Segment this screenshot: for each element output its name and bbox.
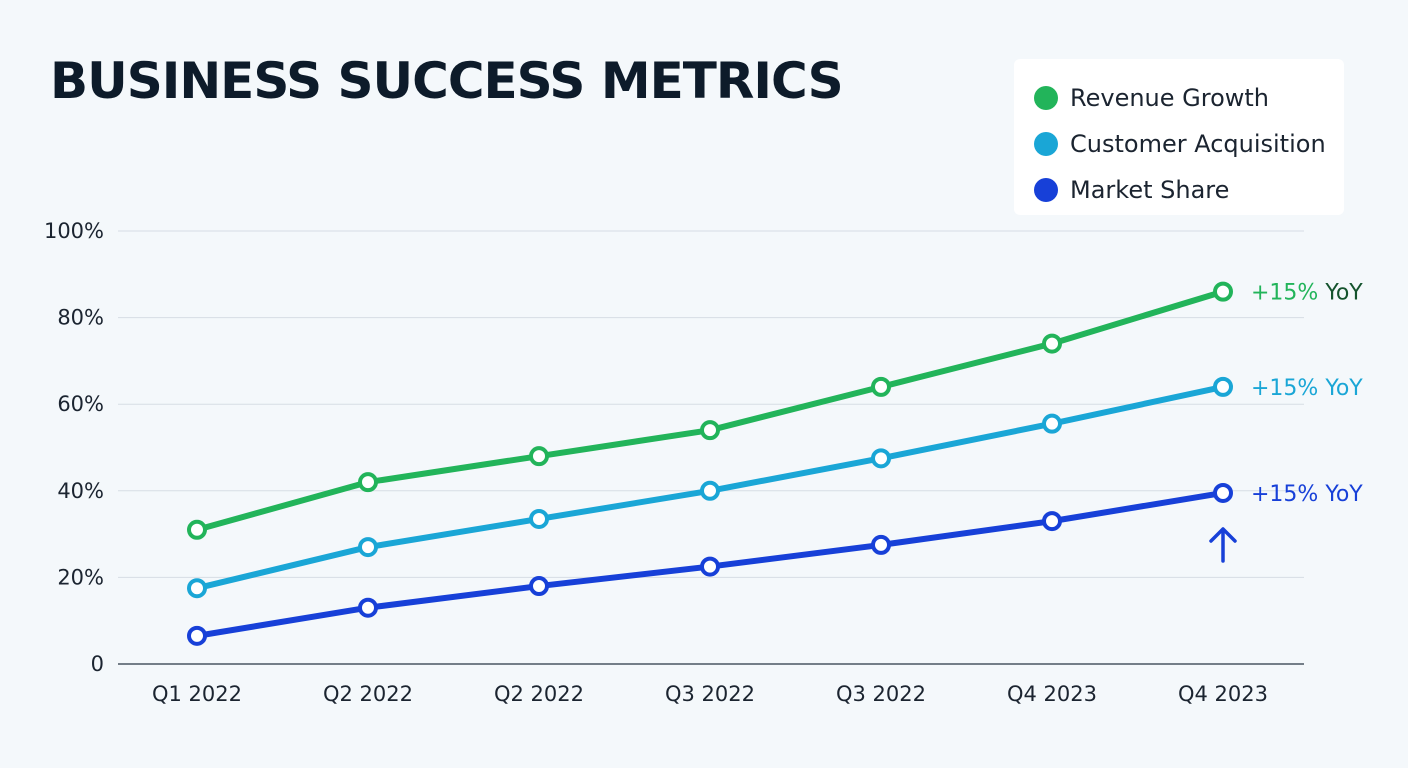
data-point-customer-acquisition[interactable] (1042, 413, 1062, 434)
data-point-customer-acquisition[interactable] (1213, 376, 1233, 397)
y-tick-label: 100% (44, 219, 104, 243)
x-tick-label: Q2 2022 (323, 682, 413, 706)
x-axis: Q1 2022 Q2 2022 Q2 2022 Q3 2022 Q3 2022 Q4 20… (152, 682, 1268, 706)
y-tick-label: 40% (57, 479, 104, 503)
chart-title: BUSINESS SUCCESS METRICS (50, 52, 844, 110)
data-point-market-share[interactable] (700, 556, 720, 577)
data-point-market-share[interactable] (529, 576, 549, 597)
grid-lines (118, 230, 1304, 665)
legend: Revenue Growth Customer Acquisition Mark… (1014, 59, 1344, 215)
legend-swatch-customer-acquisition (1034, 132, 1058, 156)
y-tick-label: 80% (57, 306, 104, 330)
data-point-market-share[interactable] (871, 534, 891, 555)
data-point-revenue-growth[interactable] (871, 376, 891, 397)
data-point-revenue-growth[interactable] (1213, 281, 1233, 302)
data-point-revenue-growth[interactable] (358, 472, 378, 493)
data-point-customer-acquisition[interactable] (187, 578, 207, 599)
annotation-market-share: +15% YoY (1251, 482, 1363, 507)
x-tick-label: Q4 2023 (1007, 682, 1097, 706)
x-tick-label: Q4 2023 (1178, 682, 1268, 706)
data-point-revenue-growth[interactable] (1042, 333, 1062, 354)
annotation-revenue-growth: +15% YoY (1251, 281, 1363, 306)
data-point-revenue-growth[interactable] (187, 519, 207, 540)
annotations: +15% YoY +15% YoY +15% YoY (1209, 281, 1363, 563)
data-point-revenue-growth[interactable] (529, 446, 549, 467)
legend-swatch-revenue-growth (1034, 86, 1058, 110)
y-tick-label: 20% (57, 565, 104, 589)
trend-up-arrow-icon (1209, 527, 1237, 563)
data-point-customer-acquisition[interactable] (700, 480, 720, 501)
data-point-market-share[interactable] (187, 625, 207, 646)
y-axis: 0 20% 40% 60% 80% 100% (44, 219, 104, 676)
data-point-customer-acquisition[interactable] (358, 537, 378, 558)
data-point-customer-acquisition[interactable] (871, 448, 891, 469)
data-point-market-share[interactable] (358, 597, 378, 618)
legend-item-revenue-growth[interactable]: Revenue Growth (1034, 75, 1344, 121)
data-point-market-share[interactable] (1042, 511, 1062, 532)
data-point-market-share[interactable] (1213, 482, 1233, 503)
x-tick-label: Q2 2022 (494, 682, 584, 706)
data-point-customer-acquisition[interactable] (529, 508, 549, 529)
annotation-customer-acquisition: +15% YoY (1251, 376, 1363, 401)
x-tick-label: Q1 2022 (152, 682, 242, 706)
data-point-revenue-growth[interactable] (700, 420, 720, 441)
legend-label: Revenue Growth (1070, 84, 1270, 112)
legend-item-market-share[interactable]: Market Share (1034, 167, 1344, 213)
series-group (187, 281, 1233, 646)
y-tick-label: 60% (57, 392, 104, 416)
legend-swatch-market-share (1034, 178, 1058, 202)
x-tick-label: Q3 2022 (836, 682, 926, 706)
legend-label: Market Share (1070, 176, 1230, 204)
y-tick-label: 0 (91, 652, 104, 676)
legend-label: Customer Acquisition (1070, 130, 1326, 158)
legend-item-customer-acquisition[interactable]: Customer Acquisition (1034, 121, 1344, 167)
x-tick-label: Q3 2022 (665, 682, 755, 706)
